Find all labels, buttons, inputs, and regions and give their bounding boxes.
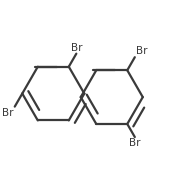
Text: Br: Br <box>136 46 147 56</box>
Text: Br: Br <box>129 138 141 148</box>
Text: Br: Br <box>71 43 82 53</box>
Text: Br: Br <box>2 107 14 117</box>
